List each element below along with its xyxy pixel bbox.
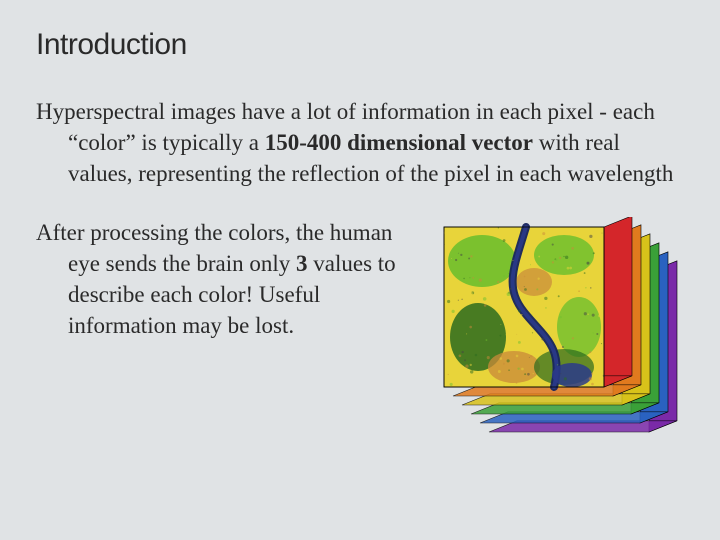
paragraph-1: Hyperspectral images have a lot of infor… bbox=[36, 96, 684, 189]
slide-title: Introduction bbox=[36, 28, 684, 62]
paragraph-2: After processing the colors, the human e… bbox=[36, 217, 416, 341]
para2-bold: 3 bbox=[296, 251, 308, 276]
cube-svg bbox=[434, 217, 684, 447]
hyperspectral-cube-figure bbox=[434, 217, 684, 447]
para1-bold: 150-400 dimensional vector bbox=[265, 130, 533, 155]
